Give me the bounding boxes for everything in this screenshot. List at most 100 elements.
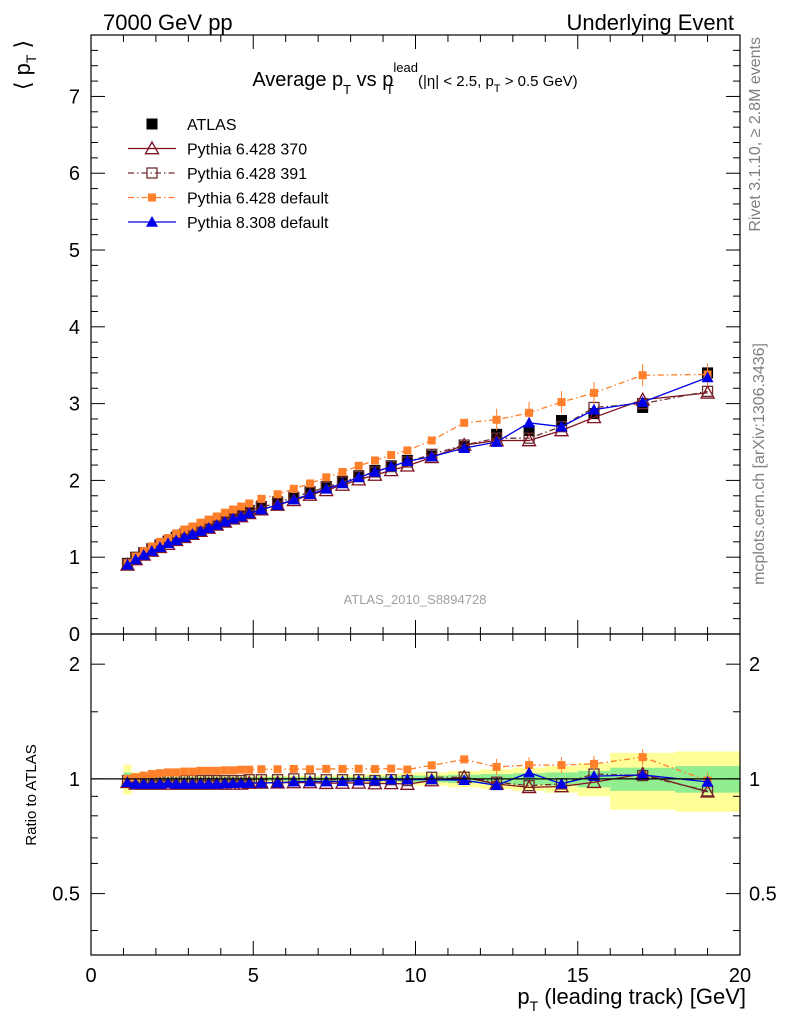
ratio-point-p6def: [196, 766, 205, 775]
data-point-p8def: [162, 537, 175, 549]
ratio-point-p6def: [322, 764, 331, 773]
data-point-p6def: [370, 456, 379, 465]
ratio-point-p6def: [289, 764, 298, 773]
title-vs: vs p: [351, 69, 393, 91]
data-point-p6def: [273, 490, 282, 499]
data-point-p8def: [304, 488, 317, 500]
title-cuts1: (|η| < 2.5, p: [414, 73, 494, 90]
ratio-point-p8def: [210, 777, 223, 789]
data-point-p6def: [212, 512, 221, 521]
series-line-p370: [127, 392, 708, 566]
series-p6def: [123, 363, 712, 568]
data-point-p8def: [145, 545, 158, 556]
data-point-p8def: [636, 396, 649, 407]
data-point-p8def: [490, 436, 503, 447]
data-point-p6def: [638, 371, 647, 380]
data-point-p8def: [121, 558, 134, 570]
data-point-p8def: [202, 522, 215, 533]
ratio-series-p8def: [121, 766, 714, 791]
ratio-line-p391: [127, 773, 708, 792]
ratio-point-p8def: [555, 777, 568, 789]
legend-marker-p6def: [148, 193, 156, 202]
data-point-p6def: [492, 415, 501, 424]
ratio-point-p8def: [287, 775, 300, 787]
data-point-p6def: [338, 467, 347, 476]
ratio-point-p6def: [257, 765, 266, 774]
data-point-p6def: [403, 446, 412, 455]
ratio-point-p6def: [155, 769, 164, 778]
legend-label-p8def: Pythia 8.308 default: [187, 215, 329, 232]
data-point-p6def: [180, 525, 189, 534]
ratio-line-p8def: [127, 772, 708, 786]
data-point-p8def: [368, 465, 381, 477]
ratio-point-p8def: [523, 766, 536, 778]
legend-marker-p391: [146, 167, 158, 179]
data-point-p391: [523, 432, 535, 444]
ratio-point-p8def: [129, 777, 142, 789]
ratio-point-p6def: [427, 761, 436, 770]
data-point-p8def: [235, 510, 248, 522]
ratio-point-p8def: [490, 779, 503, 791]
analysis-watermark: ATLAS_2010_S8894728: [344, 592, 487, 607]
data-point-p6def: [354, 461, 363, 470]
data-point-p6def: [460, 418, 469, 427]
data-point-p8def: [352, 471, 365, 483]
ratio-point-p8def: [137, 777, 150, 789]
data-point-p6def: [525, 408, 534, 417]
data-point-p8def: [287, 493, 300, 505]
ratio-point-p8def: [636, 768, 649, 780]
ratio-point-p6def: [164, 768, 173, 777]
ratio-point-p8def: [153, 777, 166, 789]
data-point-p6def: [557, 398, 566, 407]
data-point-p8def: [320, 482, 333, 494]
y-tick-label: 1: [69, 547, 80, 569]
ratio-series-p6def: [123, 749, 712, 789]
ratio-point-p6def: [180, 767, 189, 776]
data-point-p8def: [210, 518, 223, 530]
ratio-point-p6def: [403, 765, 412, 774]
data-point-p6def: [188, 522, 197, 531]
data-point-atlas: [637, 401, 649, 413]
data-point-p370: [521, 432, 537, 447]
data-point-p8def: [178, 531, 191, 543]
data-point-p8def: [194, 525, 207, 536]
ratio-point-p391: [523, 779, 535, 792]
ratio-point-p8def: [170, 777, 183, 789]
ratio-point-p6def: [370, 765, 379, 774]
ratio-point-p370: [699, 783, 716, 798]
series-p391: [121, 385, 714, 570]
ratio-point-p8def: [145, 777, 158, 789]
ratio-point-p6def: [228, 766, 237, 775]
ylabel-close: ⟩: [10, 40, 35, 55]
data-point-p6def: [387, 451, 396, 460]
ratio-point-p6def: [212, 766, 221, 775]
ratio-point-p6def: [220, 766, 229, 775]
ratio-point-p8def: [255, 776, 268, 788]
y-tick-label: 4: [69, 317, 80, 339]
xlabel-sub: T: [530, 998, 539, 1014]
title-sup: lead: [393, 60, 418, 75]
title-main: Average p: [252, 69, 343, 91]
data-point-p8def: [271, 498, 284, 510]
series-line-p8def: [127, 376, 708, 566]
data-point-p6def: [322, 473, 331, 482]
data-point-p6def: [245, 499, 254, 508]
ratio-point-p6def: [273, 765, 282, 774]
main-series: [119, 363, 716, 571]
y-tick-label: 0: [69, 624, 80, 646]
ratio-point-p6def: [589, 759, 598, 768]
ratio-point-p6def: [492, 762, 501, 771]
data-point-p8def: [385, 460, 398, 472]
ratio-point-p8def: [202, 777, 215, 789]
ratio-panel: 0 5 10 15 20 0.5 0.5 1 1 2 2 Ratio to ATLAS pT (le…: [23, 633, 777, 1014]
data-point-p8def: [186, 528, 199, 539]
ratio-point-p6def: [354, 764, 363, 773]
legend-marker-p8def: [146, 216, 158, 227]
ratio-point-p8def: [243, 777, 256, 788]
ratio-y-tick-label-right: 1: [749, 769, 760, 791]
y-tick-label: 2: [69, 470, 80, 492]
ratio-point-p8def: [336, 775, 349, 787]
ratio-point-p6def: [188, 767, 197, 776]
ratio-point-p6def: [557, 761, 566, 770]
ratio-point-p8def: [186, 777, 199, 789]
